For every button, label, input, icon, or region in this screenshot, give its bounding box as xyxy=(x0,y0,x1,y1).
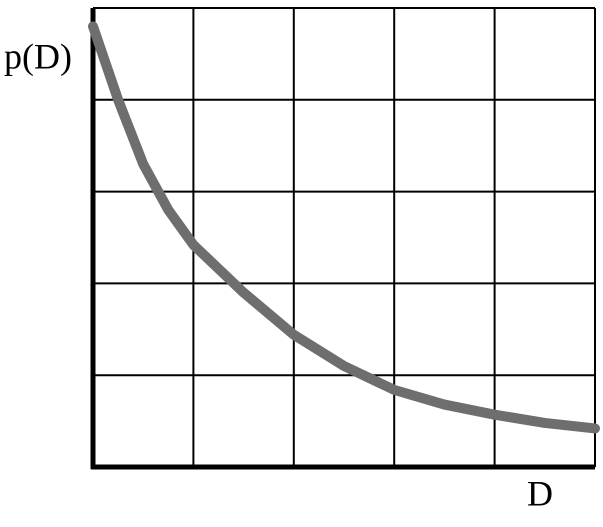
data-line xyxy=(88,21,600,434)
y-axis-label: p(D) xyxy=(4,36,72,76)
x-axis-label: D xyxy=(527,473,553,513)
